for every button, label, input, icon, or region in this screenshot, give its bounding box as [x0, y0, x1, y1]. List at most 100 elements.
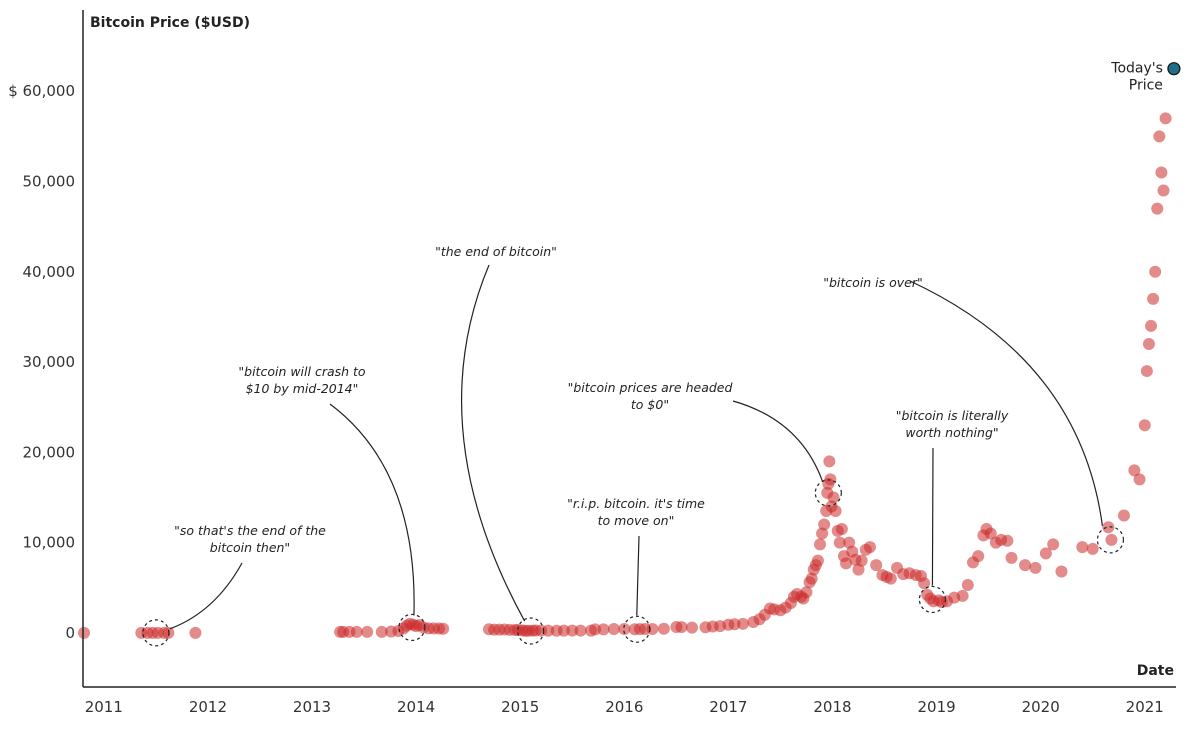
- y-tick-label: 40,000: [23, 263, 76, 281]
- price-point: [824, 473, 837, 486]
- price-point: [1140, 365, 1153, 378]
- y-tick-label: $ 60,000: [8, 82, 75, 100]
- price-point: [1055, 565, 1068, 578]
- price-point: [589, 623, 602, 636]
- price-point: [375, 625, 388, 638]
- x-tick-label: 2021: [1126, 698, 1164, 716]
- price-point: [956, 589, 969, 602]
- price-point: [1005, 551, 1018, 564]
- x-tick-label: 2014: [397, 698, 435, 716]
- price-point: [852, 563, 865, 576]
- price-point: [1047, 538, 1060, 551]
- x-tick-label: 2017: [709, 698, 747, 716]
- y-tick-label: 0: [65, 624, 75, 642]
- y-tick-label: 50,000: [23, 173, 76, 191]
- price-point: [542, 624, 555, 637]
- price-point: [557, 624, 570, 637]
- price-point: [1128, 464, 1141, 477]
- price-point: [1157, 184, 1170, 197]
- price-point: [972, 550, 985, 563]
- price-point: [574, 624, 587, 637]
- y-axis-ticks: 0 10,000 20,000 30,000 40,000 50,000 $ 60,000: [8, 82, 75, 642]
- annotation-target-circle: [918, 585, 947, 614]
- annotation-quote: "the end of bitcoin": [435, 244, 557, 259]
- x-tick-label: 2020: [1022, 698, 1060, 716]
- price-point: [361, 625, 374, 638]
- price-point: [1155, 166, 1168, 179]
- price-point: [736, 617, 749, 630]
- x-tick-label: 2012: [189, 698, 227, 716]
- price-point: [1001, 534, 1014, 547]
- price-point: [961, 578, 974, 591]
- price-point: [1039, 547, 1052, 560]
- price-point: [1102, 521, 1115, 534]
- annotation-leader-line: [732, 400, 823, 482]
- annotation-leader-line: [460, 264, 526, 622]
- price-point: [618, 622, 631, 635]
- x-tick-label: 2015: [501, 698, 539, 716]
- price-point: [918, 577, 931, 590]
- price-point: [813, 538, 826, 551]
- price-point: [984, 527, 997, 540]
- annotation-quote: "r.i.p. bitcoin. it's time to move on": [567, 496, 705, 528]
- y-tick-label: 10,000: [23, 534, 76, 552]
- price-point: [1019, 559, 1032, 572]
- today-price-label: Today's Price: [1110, 61, 1163, 94]
- annotation-leader-line: [636, 535, 640, 616]
- price-point: [1142, 337, 1155, 350]
- price-point: [675, 621, 688, 634]
- price-point: [855, 554, 868, 567]
- annotation-leader-line: [169, 562, 243, 630]
- x-tick-label: 2019: [917, 698, 955, 716]
- annotation-quote: "so that's the end of the bitcoin then": [174, 523, 326, 555]
- price-point: [870, 559, 883, 572]
- price-point: [657, 622, 670, 635]
- price-point: [800, 586, 813, 599]
- x-axis-ticks: 2011 2012 2013 2014 2015 2016 2017 2018 2019 2020…: [85, 698, 1164, 716]
- price-point: [189, 626, 202, 639]
- price-point: [1029, 561, 1042, 574]
- y-tick-label: 20,000: [23, 443, 76, 461]
- price-point: [685, 621, 698, 634]
- price-point: [1149, 265, 1162, 278]
- annotation-leader-line: [329, 403, 415, 616]
- annotation-quote: "bitcoin prices are headed to $0": [568, 380, 733, 412]
- price-point: [1105, 533, 1118, 546]
- price-point: [1147, 292, 1160, 305]
- price-point: [833, 536, 846, 549]
- price-point: [835, 523, 848, 536]
- price-point: [350, 625, 363, 638]
- annotation-quote: "bitcoin is literally worth nothing": [896, 408, 1009, 440]
- annotation-target-circle: [1096, 526, 1125, 554]
- annotation-quote: "bitcoin is over": [823, 275, 923, 290]
- x-tick-label: 2011: [85, 698, 123, 716]
- x-tick-label: 2013: [293, 698, 331, 716]
- today-price-point: [1167, 62, 1181, 76]
- price-point: [818, 518, 831, 531]
- annotation-leader-line: [909, 280, 1104, 526]
- price-point: [607, 623, 620, 636]
- annotation-target-circle: [517, 617, 545, 645]
- price-point: [829, 504, 842, 517]
- price-point: [597, 623, 610, 636]
- annotation-quote: "bitcoin will crash to $10 by mid-2014": [238, 364, 366, 396]
- price-point: [1145, 319, 1158, 332]
- price-point: [1086, 542, 1099, 555]
- price-point: [811, 554, 824, 567]
- annotation-target-circle: [623, 615, 651, 643]
- x-tick-label: 2018: [813, 698, 851, 716]
- y-tick-label: 30,000: [23, 353, 76, 371]
- annotation-target-circle: [142, 619, 170, 647]
- x-tick-label: 2016: [605, 698, 643, 716]
- today-price-marker: Today's Price: [1110, 61, 1181, 94]
- price-point: [816, 527, 829, 540]
- y-axis-title: Bitcoin Price ($USD): [90, 15, 250, 31]
- price-point: [78, 626, 91, 639]
- price-point: [1151, 202, 1164, 215]
- annotation-leader-line: [931, 447, 934, 586]
- price-point: [437, 622, 450, 635]
- price-point: [1138, 419, 1151, 432]
- price-point: [1076, 541, 1089, 554]
- price-point: [843, 536, 856, 549]
